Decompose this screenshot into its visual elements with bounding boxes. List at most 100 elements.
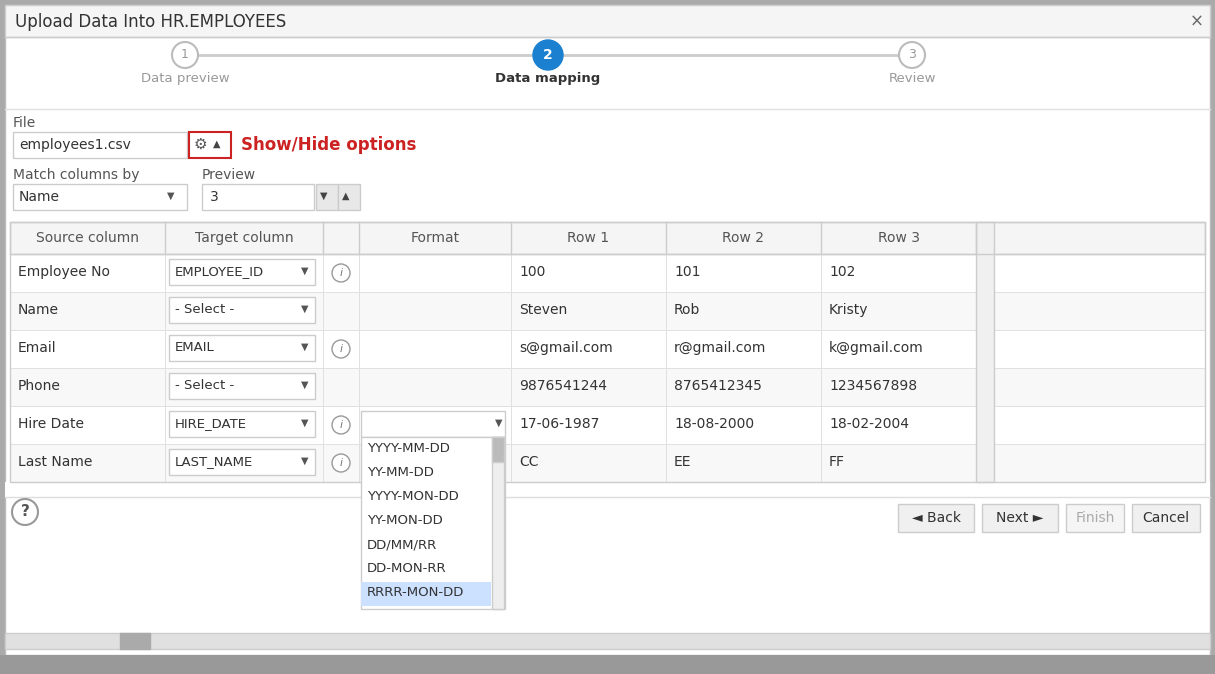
Text: 2: 2 (543, 48, 553, 62)
Bar (13, 132, 187, 158)
Circle shape (899, 42, 925, 68)
Circle shape (332, 264, 350, 282)
Bar (361, 411, 505, 437)
Bar (13, 184, 187, 210)
Text: - Select -: - Select - (175, 379, 234, 392)
Text: Kristy: Kristy (829, 303, 869, 317)
Text: RRRR-MON-DD: RRRR-MON-DD (367, 586, 464, 599)
Text: YY-MM-DD: YY-MM-DD (367, 466, 434, 479)
Text: ▼: ▼ (495, 418, 503, 428)
Bar (1066, 504, 1124, 532)
Circle shape (332, 416, 350, 434)
Text: Name: Name (19, 190, 60, 204)
Text: Match columns by: Match columns by (13, 168, 140, 182)
Text: Review: Review (888, 72, 936, 85)
Bar (10, 222, 1205, 482)
Bar (169, 297, 315, 323)
Circle shape (12, 499, 38, 525)
Circle shape (332, 340, 350, 358)
Text: ▼: ▼ (301, 342, 309, 352)
Text: 100: 100 (519, 265, 546, 279)
Text: YYYY-MON-DD: YYYY-MON-DD (367, 490, 459, 503)
Bar (898, 504, 974, 532)
Text: Next ►: Next ► (996, 511, 1044, 525)
Text: Last Name: Last Name (18, 455, 92, 469)
Text: Row 1: Row 1 (567, 231, 610, 245)
Text: ?: ? (21, 505, 29, 520)
Text: 18-08-2000: 18-08-2000 (674, 417, 755, 431)
Text: Finish: Finish (1075, 511, 1114, 525)
Text: EMAIL: EMAIL (175, 341, 215, 354)
Text: 101: 101 (674, 265, 701, 279)
Text: ▼: ▼ (166, 191, 175, 201)
Text: File: File (13, 116, 36, 130)
Text: Name: Name (18, 303, 60, 317)
Bar (169, 449, 315, 475)
Text: EE: EE (674, 455, 691, 469)
Bar (169, 411, 315, 437)
Text: EMPLOYEE_ID: EMPLOYEE_ID (175, 265, 264, 278)
Text: i: i (339, 420, 343, 430)
Text: k@gmail.com: k@gmail.com (829, 341, 923, 355)
Bar (982, 504, 1058, 532)
Bar (492, 437, 504, 462)
Bar (10, 368, 1205, 406)
Text: Show/Hide options: Show/Hide options (241, 136, 417, 154)
Text: - Select -: - Select - (175, 303, 234, 316)
Text: LAST_NAME: LAST_NAME (175, 455, 253, 468)
Text: ▼: ▼ (301, 304, 309, 314)
Text: 17-06-1987: 17-06-1987 (519, 417, 599, 431)
Circle shape (332, 454, 350, 472)
Text: 18-02-2004: 18-02-2004 (829, 417, 909, 431)
Bar (10, 222, 1205, 254)
Text: 8765412345: 8765412345 (674, 379, 762, 393)
Bar (5, 633, 1210, 649)
Bar (169, 259, 315, 285)
Text: ▼: ▼ (301, 380, 309, 390)
Bar (120, 633, 149, 649)
Text: Upload Data Into HR.EMPLOYEES: Upload Data Into HR.EMPLOYEES (15, 13, 287, 31)
Bar (361, 437, 505, 609)
Circle shape (533, 40, 563, 70)
Text: ×: × (1189, 13, 1204, 31)
Text: Row 3: Row 3 (877, 231, 920, 245)
Text: 3: 3 (908, 49, 916, 61)
Text: i: i (339, 268, 343, 278)
Bar (190, 132, 231, 158)
Text: employees1.csv: employees1.csv (19, 138, 131, 152)
Text: i: i (339, 344, 343, 354)
Text: ⚙: ⚙ (194, 137, 208, 152)
Text: Target column: Target column (194, 231, 293, 245)
Bar (5, 482, 1210, 497)
Text: HIRE_DATE: HIRE_DATE (175, 417, 247, 430)
Bar (10, 406, 1205, 444)
Text: Cancel: Cancel (1142, 511, 1189, 525)
Text: Source column: Source column (36, 231, 139, 245)
Text: DD-MON-RR: DD-MON-RR (367, 562, 447, 575)
Bar (10, 254, 1205, 292)
Bar (10, 292, 1205, 330)
Text: i: i (339, 458, 343, 468)
Text: 1: 1 (181, 49, 190, 61)
Text: Data mapping: Data mapping (496, 72, 600, 85)
Bar (10, 330, 1205, 368)
Text: r@gmail.com: r@gmail.com (674, 341, 767, 355)
Text: ▲: ▲ (341, 191, 350, 201)
Bar (492, 437, 504, 609)
Text: s@gmail.com: s@gmail.com (519, 341, 612, 355)
Text: YYYY-MM-DD: YYYY-MM-DD (367, 442, 450, 455)
Text: Hire Date: Hire Date (18, 417, 84, 431)
Text: 1234567898: 1234567898 (829, 379, 917, 393)
Text: ▼: ▼ (301, 266, 309, 276)
Bar (169, 373, 315, 399)
Text: FF: FF (829, 455, 844, 469)
Text: Steven: Steven (519, 303, 567, 317)
Bar (10, 444, 1205, 482)
Text: ▼: ▼ (320, 191, 328, 201)
Text: Rob: Rob (674, 303, 700, 317)
Bar (169, 335, 315, 361)
Text: Format: Format (411, 231, 459, 245)
Bar (5, 5, 1210, 37)
Bar (361, 582, 491, 606)
Text: 102: 102 (829, 265, 855, 279)
